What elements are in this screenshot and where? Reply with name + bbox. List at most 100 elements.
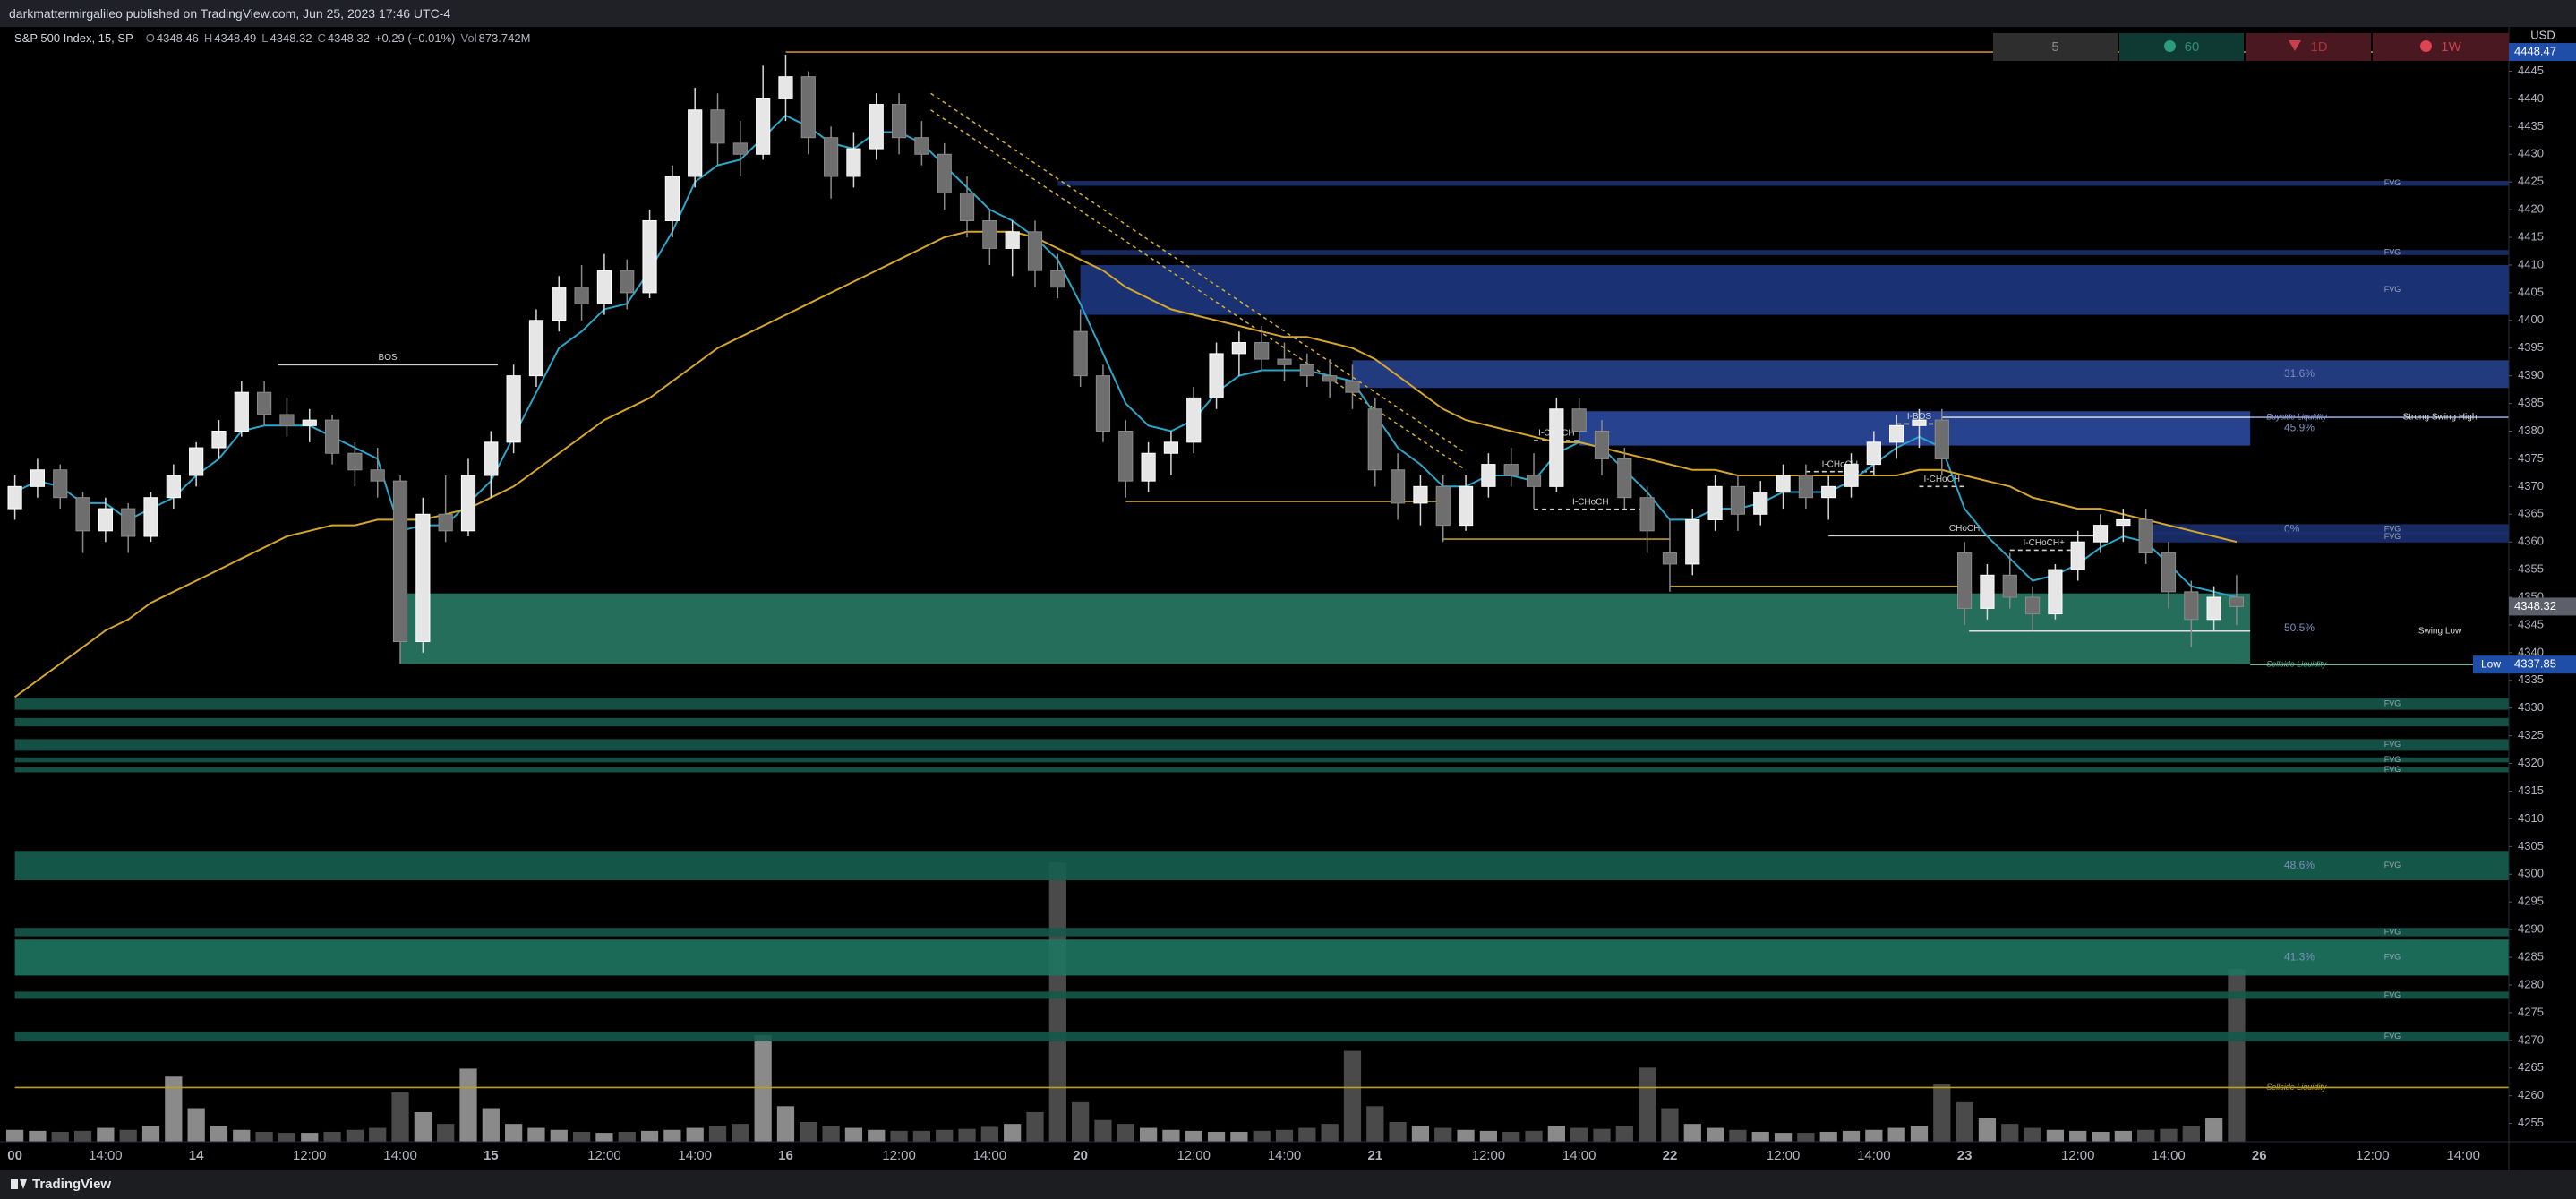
- moving-average: [14, 114, 2238, 598]
- y-tick-label: 4335: [2518, 672, 2544, 686]
- candle-body: [528, 320, 544, 377]
- volume-bar: [437, 1124, 455, 1142]
- price-tag-value: 4448.47: [2514, 44, 2556, 57]
- volume-bar: [776, 1106, 795, 1142]
- volume-bar: [686, 1127, 704, 1142]
- line-label: I-CHoCH: [1924, 475, 1961, 484]
- volume-bar: [1615, 1126, 1633, 1142]
- x-tick-label: 14:00: [1268, 1148, 1302, 1163]
- x-tick-label: 14:00: [2446, 1148, 2480, 1163]
- y-tick-label: 4440: [2518, 91, 2544, 105]
- volume-bar: [1253, 1130, 1271, 1142]
- volume-bar: [800, 1121, 817, 1142]
- y-tick-label: 4425: [2518, 175, 2544, 188]
- footer: TradingView: [0, 1170, 2576, 1199]
- zone: [14, 851, 2509, 881]
- y-tick-label: 4415: [2518, 229, 2544, 243]
- interval-button: 60: [2119, 33, 2244, 61]
- volume-bar: [868, 1129, 886, 1142]
- volume-bar: [1343, 1050, 1362, 1142]
- y-tick-label: 4365: [2518, 507, 2544, 520]
- x-tick-label: 00: [7, 1148, 22, 1163]
- volume-bar: [1389, 1121, 1407, 1142]
- y-tick-label: 4320: [2518, 756, 2544, 769]
- volume-bar: [2092, 1131, 2110, 1142]
- volume-bar: [550, 1129, 568, 1142]
- x-tick-label: 16: [778, 1148, 793, 1163]
- legend-key: H: [203, 31, 213, 45]
- x-tick-label: 14:00: [1857, 1148, 1891, 1163]
- candle-body: [1639, 497, 1655, 532]
- line-label: CHoCH: [1949, 524, 1980, 534]
- y-tick-label: 4300: [2518, 867, 2544, 880]
- y-tick-label: 4410: [2518, 257, 2544, 270]
- volume-bar: [1956, 1101, 1973, 1142]
- x-tick-label: 14: [189, 1148, 204, 1163]
- volume-bar: [1048, 862, 1066, 1142]
- volume-bar: [1411, 1126, 1430, 1142]
- y-tick-label: 4445: [2518, 64, 2544, 77]
- axes: 4255 4260 4265 4270 4275 4280 4285 4290 4295 4300…: [7, 43, 2576, 1163]
- volume-bar: [595, 1133, 613, 1142]
- legend-value: 4348.32: [270, 31, 312, 45]
- candle-body: [438, 513, 453, 532]
- candle-body: [1798, 475, 1813, 499]
- brand: TradingView: [32, 1177, 112, 1192]
- volume-bar: [1479, 1130, 1498, 1142]
- candle-body: [620, 270, 635, 294]
- volume-bar: [210, 1126, 228, 1142]
- candle-body: [824, 137, 839, 177]
- zone-label: FVG: [2384, 1032, 2401, 1041]
- candle-body: [370, 469, 385, 482]
- volume-bar: [663, 1129, 681, 1142]
- y-tick-label: 4360: [2518, 535, 2544, 548]
- volume-bar: [278, 1133, 296, 1142]
- y-tick-label: 4330: [2518, 700, 2544, 714]
- candle-body: [1776, 475, 1791, 493]
- x-tick-label: 20: [1073, 1148, 1088, 1163]
- candle-body: [2161, 552, 2177, 593]
- volume-bar: [890, 1130, 908, 1142]
- volume-bar: [1819, 1131, 1837, 1142]
- candle-body: [846, 148, 861, 177]
- trendline: [930, 92, 1467, 454]
- volume-bar: [1298, 1127, 1316, 1142]
- volume-bar: [912, 1130, 931, 1142]
- candle-body: [415, 513, 431, 643]
- candle-body: [211, 430, 227, 449]
- candle-body: [664, 176, 680, 221]
- zone-label: FVG: [2384, 927, 2401, 936]
- zone-level: 41.3%: [2284, 951, 2315, 963]
- y-tick-label: 4435: [2518, 119, 2544, 133]
- zone: [2145, 531, 2509, 543]
- candle-body: [2024, 596, 2041, 615]
- zone-label: FVG: [2384, 247, 2401, 256]
- candle-body: [2092, 525, 2109, 543]
- candle-body: [1980, 574, 1995, 609]
- candle-body: [2048, 569, 2063, 615]
- candle-body: [1141, 452, 1156, 482]
- volume-bar: [1366, 1106, 1384, 1142]
- zone-level: 31.6%: [2284, 367, 2315, 380]
- candle-body: [1617, 458, 1632, 499]
- zone-label: FVG: [2384, 698, 2401, 707]
- volume-bar: [958, 1128, 976, 1142]
- line-label: Sellside Liquidity: [2266, 660, 2327, 669]
- zone-label: FVG: [2384, 525, 2401, 534]
- zone: [14, 739, 2509, 751]
- candle-body: [7, 485, 22, 510]
- candle-body: [2070, 541, 2085, 570]
- volume-bar: [1072, 1101, 1090, 1142]
- candle-body: [166, 475, 181, 499]
- publish-info: darkmattermirgalileo published on Tradin…: [9, 6, 451, 21]
- candle-body: [189, 447, 204, 476]
- zone: [14, 767, 2509, 773]
- candle-body: [257, 391, 272, 415]
- volume-bar: [51, 1131, 69, 1142]
- volume-bar: [2182, 1126, 2200, 1142]
- candle-body: [1391, 469, 1406, 504]
- price-tag-value: 4337.85: [2514, 657, 2556, 671]
- zone: [400, 593, 2251, 664]
- candle-body: [982, 219, 997, 249]
